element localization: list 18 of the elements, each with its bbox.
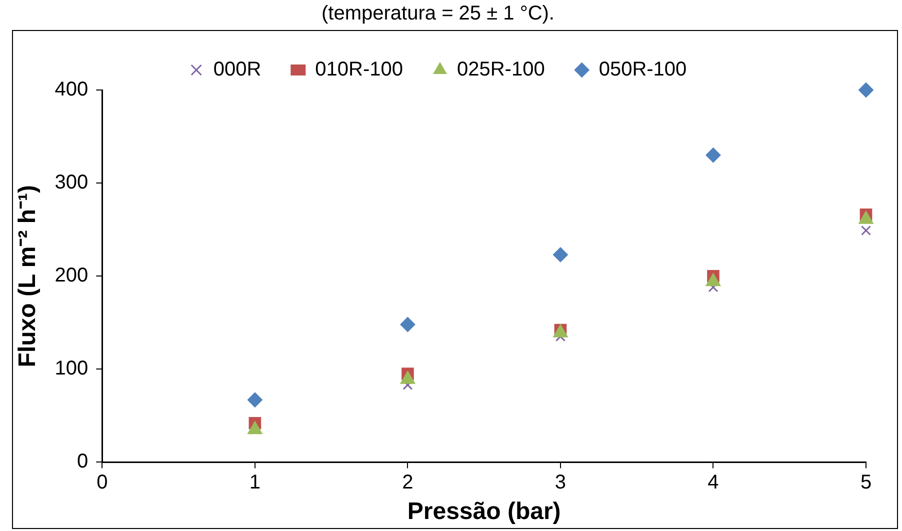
chart-title: (temperatura = 25 ± 1 °C). (322, 2, 554, 25)
legend-label: 010R-100 (315, 58, 403, 81)
legend-label: 000R (213, 58, 262, 81)
x-tick-label: 1 (249, 472, 260, 494)
y-tick-label: 100 (54, 358, 88, 380)
x-tick-label: 0 (96, 472, 108, 494)
legend-label: 025R-100 (456, 58, 545, 81)
y-tick-label: 400 (54, 78, 88, 101)
legend-label: 050R-100 (598, 58, 687, 81)
x-tick-label: 4 (708, 472, 719, 494)
y-axis-title: Fluxo (L m⁻² h⁻¹) (14, 185, 42, 368)
x-tick-label: 2 (402, 472, 414, 494)
y-tick-label: 300 (54, 172, 88, 194)
x-tick-label: 5 (860, 472, 872, 494)
y-tick-label: 200 (54, 264, 88, 287)
y-tick-label: 0 (77, 450, 88, 473)
x-tick-label: 3 (554, 472, 566, 494)
x-axis-title: Pressão (bar) (407, 498, 561, 526)
